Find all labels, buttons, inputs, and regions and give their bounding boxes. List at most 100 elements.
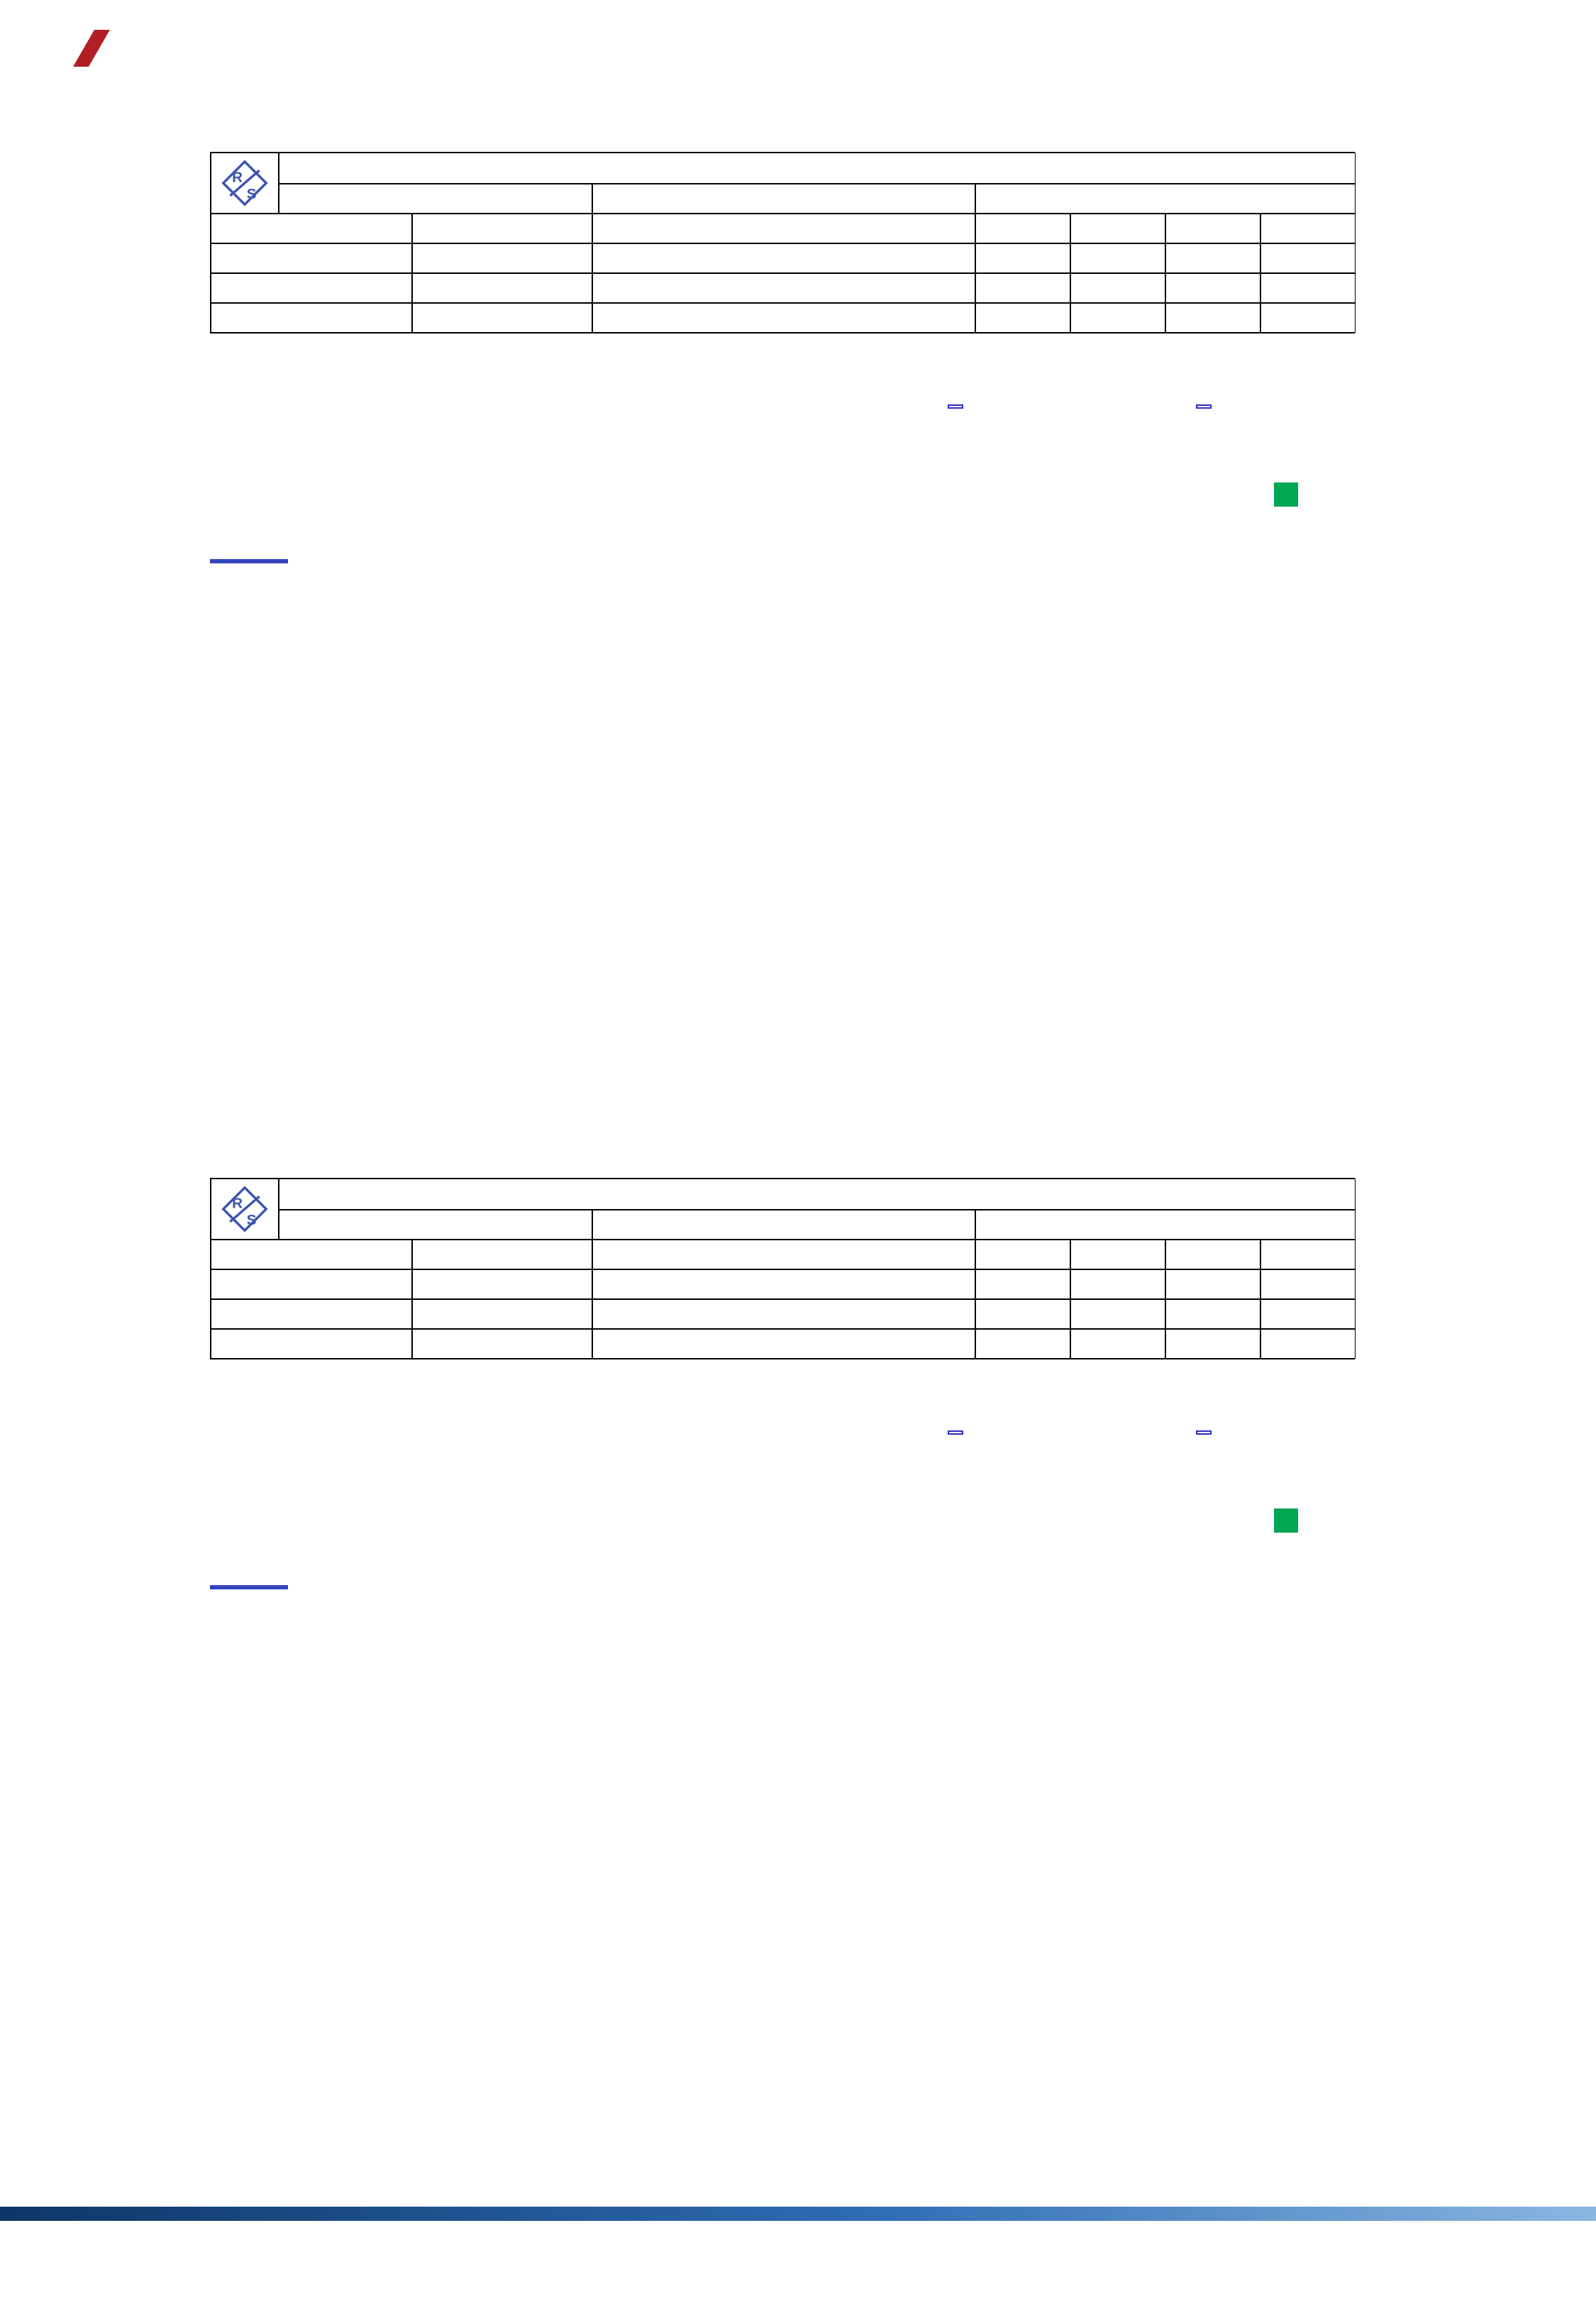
x-axis-labels [291, 996, 1263, 1017]
fsup-screenshot-10ghz: R S [0, 152, 1596, 1074]
settings-value-cell [412, 273, 592, 303]
phase-detector-cell [1070, 243, 1165, 273]
spot-noise-title [948, 404, 963, 409]
phase-detector-cell [1165, 1299, 1260, 1329]
settings-value-cell [412, 243, 592, 273]
svg-text:R: R [232, 170, 243, 186]
settings-label-cell [211, 1299, 412, 1329]
phase-detector-cell [1260, 1299, 1356, 1329]
trace1-label [210, 1585, 288, 1589]
spot-noise-table [948, 1430, 1212, 1438]
phase-detector-cell [975, 1329, 1070, 1359]
phase-detector-cell [975, 243, 1070, 273]
plot-canvas [291, 402, 1263, 986]
phase-detector-cell [975, 1269, 1070, 1299]
settings-value-cell [412, 1269, 592, 1299]
y-axis-labels [170, 1428, 281, 2012]
phase-noise-plot-10ghz [291, 402, 1263, 986]
phase-detector-cell [1165, 214, 1260, 243]
screen-a-badge [1274, 1508, 1298, 1533]
phase-detector-cell [975, 214, 1070, 243]
settings-label-cell [211, 214, 412, 243]
settings-value-cell [412, 1299, 592, 1329]
screen-a-badge [1274, 482, 1298, 507]
phase-detector-cell [1260, 1269, 1356, 1299]
instrument-title-bar [279, 1179, 1356, 1210]
instrument-panel: R S [210, 1178, 1356, 1359]
plot-canvas [291, 1428, 1263, 2012]
rs-logo-graphic: R S [221, 1186, 268, 1232]
settings-header [279, 184, 592, 214]
settings-label-cell [211, 303, 412, 333]
x-axis-labels [291, 2022, 1263, 2043]
phase-detector-cell [1070, 1299, 1165, 1329]
settings-label-cell [211, 243, 412, 273]
phase-detector-cell [1260, 303, 1356, 333]
residual-noise-header [592, 184, 975, 214]
settings-value-cell [412, 214, 592, 243]
residual-cell [592, 1269, 975, 1299]
spot-noise-header-row [948, 1430, 1212, 1435]
svg-text:S: S [247, 1212, 257, 1228]
phase-detector-cell [975, 303, 1070, 333]
spot-noise-title [948, 1430, 963, 1435]
phase-detector-header [975, 1210, 1356, 1240]
phase-detector-cell [1165, 243, 1260, 273]
rs-logo-icon: R S [211, 1179, 279, 1240]
settings-label-cell [211, 1240, 412, 1269]
residual-cell [592, 1329, 975, 1359]
phase-detector-cell [1260, 214, 1356, 243]
phase-detector-cell [1070, 303, 1165, 333]
svg-text:S: S [247, 186, 257, 202]
residual-noise-header [592, 1210, 975, 1240]
settings-value-cell [412, 1240, 592, 1269]
y-axis-labels [170, 402, 281, 986]
phase-detector-cell [1165, 303, 1260, 333]
phase-detector-cell [975, 1240, 1070, 1269]
phase-detector-cell [1165, 1329, 1260, 1359]
phase-detector-trace [979, 1276, 1348, 1292]
phase-detector-cell [1070, 1329, 1165, 1359]
phase-detector-cell [1260, 1329, 1356, 1359]
footer-accent-bar [0, 2207, 1596, 2221]
phase-detector-cell [1070, 1240, 1165, 1269]
phase-detector-cell [1165, 273, 1260, 303]
rs-logo-graphic: R S [221, 160, 268, 206]
spot-noise-header-row [948, 404, 1212, 409]
trace1-label [210, 559, 288, 563]
phase-detector-cell [1260, 243, 1356, 273]
phase-detector-cell [1070, 1269, 1165, 1299]
residual-cell [592, 1240, 975, 1269]
phase-detector-cell [1165, 1269, 1260, 1299]
phase-detector-cell [1070, 273, 1165, 303]
settings-label-cell [211, 273, 412, 303]
settings-value-cell [412, 1329, 592, 1359]
residual-cell [592, 273, 975, 303]
residual-cell [592, 303, 975, 333]
instrument-title-bar [279, 153, 1356, 184]
phase-detector-header [975, 184, 1356, 214]
anapico-logo [72, 30, 111, 67]
phase-detector-cell [975, 1299, 1070, 1329]
logo-slash-icon [72, 30, 111, 67]
svg-text:R: R [232, 1196, 243, 1212]
fsup-screenshot-20ghz: R S [0, 1178, 1596, 2100]
spot-noise-table [948, 404, 1212, 412]
phase-detector-cell [1070, 214, 1165, 243]
settings-label-cell [211, 1329, 412, 1359]
instrument-panel: R S [210, 152, 1356, 333]
phase-detector-cell [1260, 1240, 1356, 1269]
residual-cell [592, 214, 975, 243]
spot-noise-trace-ref [1196, 1430, 1212, 1435]
residual-cell [592, 243, 975, 273]
residual-cell [592, 1299, 975, 1329]
phase-detector-cell [975, 273, 1070, 303]
settings-value-cell [412, 303, 592, 333]
spot-noise-trace-ref [1196, 404, 1212, 409]
settings-header [279, 1210, 592, 1240]
phase-detector-cell [1260, 273, 1356, 303]
rs-logo-icon: R S [211, 153, 279, 214]
phase-detector-cell [1165, 1240, 1260, 1269]
settings-label-cell [211, 1269, 412, 1299]
